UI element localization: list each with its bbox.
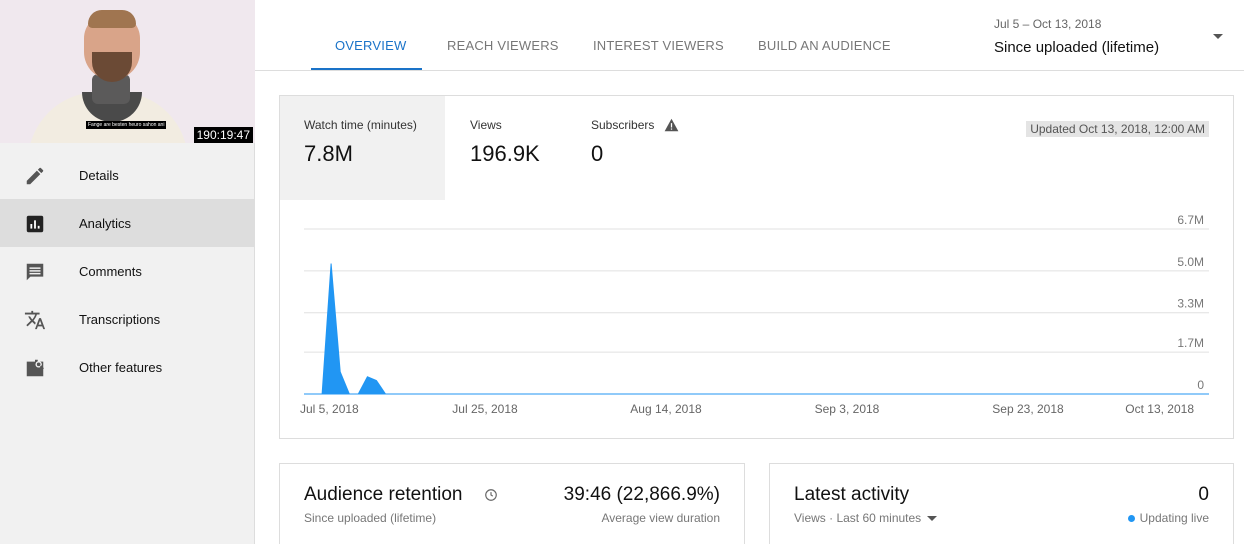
sidebar: Fange are besten heuro sahon ani 190:19:… [0,0,255,544]
chart-area-series [304,263,1209,395]
metric-subscribers[interactable]: Subscribers 0 [565,96,695,200]
thumbnail-hair [88,10,136,28]
chart-x-tick-label: Jul 25, 2018 [452,402,518,416]
metric-label: Subscribers [591,118,655,132]
metric-label: Watch time (minutes) [304,118,417,132]
tab-interest-viewers[interactable]: INTEREST VIEWERS [593,38,724,53]
chart-x-tick-label: Jul 5, 2018 [300,402,359,416]
chart-x-tick-label: Oct 13, 2018 [1125,402,1194,416]
date-range-selector[interactable]: Jul 5 – Oct 13, 2018 Since uploaded (lif… [994,17,1159,56]
sidebar-item-label: Details [79,167,119,183]
sidebar-item-comments[interactable]: Comments [0,247,254,295]
metric-value: 0 [591,141,604,166]
audience-retention-title: Audience retention [304,484,463,505]
comment-icon [26,263,44,281]
audience-retention-card[interactable]: Audience retention Since uploaded (lifet… [279,463,745,544]
watch-time-chart[interactable]: 0 1.7M 3.3M 5.0M 6.7M Jul 5, 2018 Jul 25, 2018… [280,200,1233,436]
updated-timestamp-badge: Updated Oct 13, 2018, 12:00 AM [1026,121,1209,137]
latest-activity-title: Latest activity [794,484,910,505]
sidebar-item-label: Comments [79,263,142,279]
updating-live-status: Updating live [1127,511,1209,525]
sidebar-item-other-features[interactable]: Other features [0,343,254,391]
metric-value: 7.8M [304,141,353,166]
pencil-icon [26,167,44,185]
sidebar-item-details[interactable]: Details [0,151,254,199]
average-view-duration-label: Average view duration [601,511,720,525]
chart-y-tick-label: 6.7M [1177,213,1204,227]
chart-y-tick-label: 1.7M [1177,336,1204,350]
audience-retention-subtitle: Since uploaded (lifetime) [304,511,437,525]
tab-overview[interactable]: OVERVIEW [335,38,407,53]
caret-down-icon [927,515,938,521]
latest-activity-subtitle: Views · Last 60 minutes [794,511,922,525]
date-range-selection: Since uploaded (lifetime) [994,39,1160,56]
metric-label: Views [470,118,502,132]
chart-y-tick-label: 5.0M [1177,255,1204,269]
warning-icon[interactable] [664,118,679,132]
active-tab-indicator [311,68,422,70]
caret-down-icon[interactable] [1213,34,1223,39]
tab-build-an-audience[interactable]: BUILD AN AUDIENCE [758,38,891,53]
clock-icon [485,489,497,501]
sidebar-item-label: Transcriptions [79,311,161,327]
metric-watch-time[interactable]: Watch time (minutes) 7.8M [280,96,445,200]
tab-reach-viewers[interactable]: REACH VIEWERS [447,38,559,53]
chart-x-tick-label: Sep 3, 2018 [815,402,880,416]
sidebar-item-label: Analytics [79,215,132,231]
video-thumbnail[interactable]: Fange are besten heuro sahon ani 190:19:… [0,0,255,143]
chart-x-tick-label: Aug 14, 2018 [630,402,702,416]
sidebar-item-transcriptions[interactable]: Transcriptions [0,295,254,343]
metric-value: 196.9K [470,141,540,166]
other-features-icon [26,359,44,377]
sidebar-item-label: Other features [79,359,163,375]
tabs-bar: OVERVIEW REACH VIEWERS INTEREST VIEWERS … [255,0,1244,71]
live-dot-icon [1127,514,1135,522]
chart-y-tick-label: 3.3M [1177,297,1204,311]
date-range-text: Jul 5 – Oct 13, 2018 [994,17,1102,31]
latest-activity-filter[interactable]: Views · Last 60 minutes [794,511,938,525]
chart-y-tick-label: 0 [1197,378,1204,392]
latest-activity-card[interactable]: Latest activity Views · Last 60 minutes … [769,463,1234,544]
video-duration: 190:19:47 [193,127,253,143]
metric-views[interactable]: Views 196.9K [445,96,565,200]
overview-card: Watch time (minutes) 7.8M Views 196.9K S… [279,95,1234,439]
updating-live-label: Updating live [1139,511,1209,525]
sidebar-item-analytics[interactable]: Analytics [0,199,254,247]
translate-icon [24,310,46,330]
average-view-duration-value: 39:46 (22,866.9%) [563,484,720,505]
thumbnail-subtitle: Fange are besten heuro sahon ani [86,121,167,129]
latest-activity-value: 0 [1198,484,1209,505]
chart-x-tick-label: Sep 23, 2018 [992,402,1064,416]
analytics-icon [26,215,44,233]
